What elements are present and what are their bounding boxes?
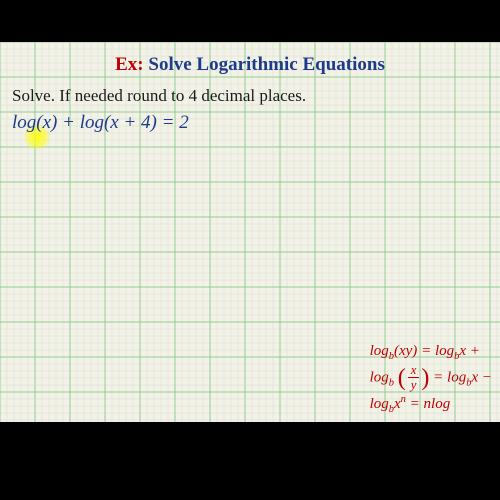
log-rules: logb(xy) = logbx + logb (xy) = logbx − l… xyxy=(370,340,492,418)
rule-power: logbxn = nlog xyxy=(370,392,492,418)
t: (xy) xyxy=(394,343,417,359)
t: log xyxy=(370,370,389,386)
t: y xyxy=(408,378,420,392)
equation-text: log(x) + log(x + 4) = 2 xyxy=(12,112,189,134)
instruction-text: Solve. If needed round to 4 decimal plac… xyxy=(12,86,306,106)
t: = xyxy=(429,370,447,386)
t: x xyxy=(408,364,420,378)
t: x − xyxy=(471,370,492,386)
rule-product: logb(xy) = logbx + xyxy=(370,340,492,365)
t: log xyxy=(370,396,389,412)
slide-area: Ex: Solve Logarithmic Equations Solve. I… xyxy=(0,42,500,422)
t: nlog xyxy=(424,396,451,412)
t: = xyxy=(417,343,435,359)
t: x + xyxy=(459,343,480,359)
equation-content: log(x) + log(x + 4) = 2 xyxy=(12,112,189,133)
frac: xy xyxy=(408,364,420,392)
slide-title: Ex: Solve Logarithmic Equations xyxy=(0,54,500,76)
t: = xyxy=(406,396,424,412)
t: x xyxy=(394,396,401,412)
title-prefix: Ex: xyxy=(115,54,144,75)
title-text: Solve Logarithmic Equations xyxy=(148,54,384,75)
t: log xyxy=(435,343,454,359)
rule-quotient: logb (xy) = logbx − xyxy=(370,364,492,392)
t: log xyxy=(370,343,389,359)
lp: ( xyxy=(398,365,406,391)
t: b xyxy=(389,378,394,389)
t: log xyxy=(447,370,466,386)
